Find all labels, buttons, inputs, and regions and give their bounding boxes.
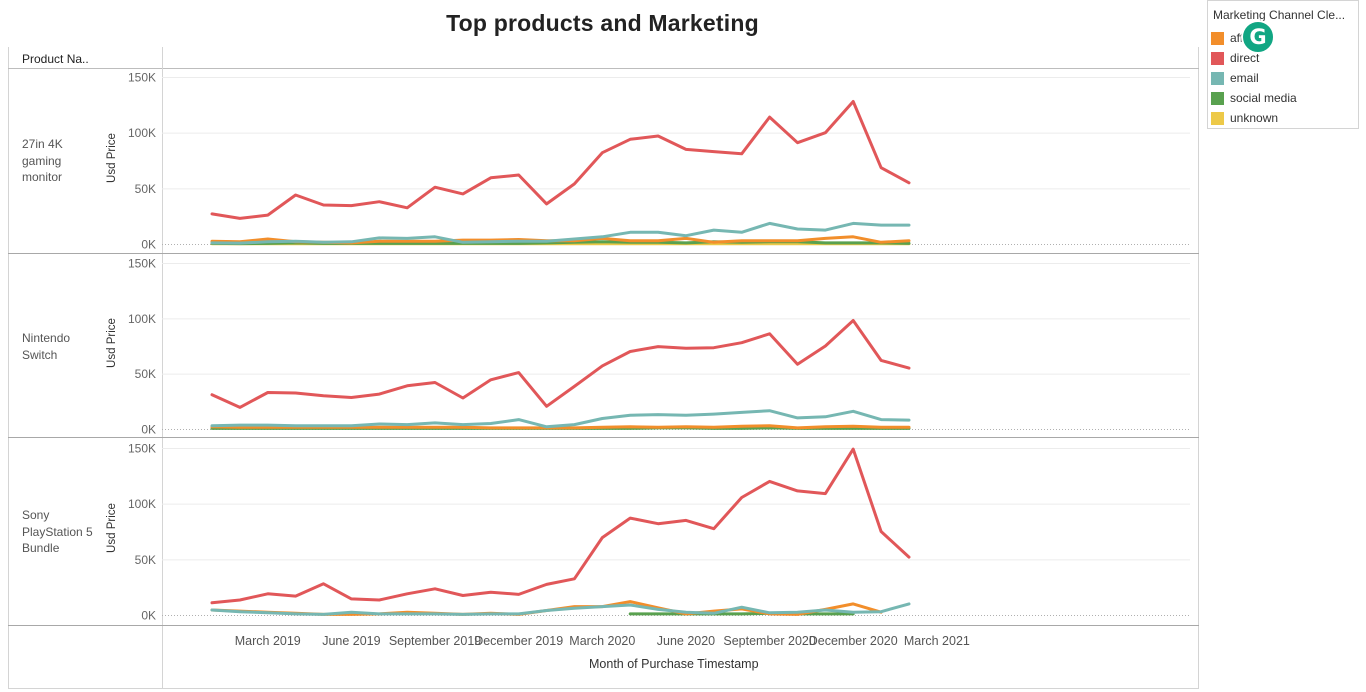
legend-label-unknown: unknown <box>1230 111 1279 125</box>
x-tick-label: September 2020 <box>723 634 815 648</box>
legend-label-email: email <box>1230 71 1259 85</box>
y-tick-label: 50K <box>135 553 156 567</box>
legend-title: Marketing Channel Cle... <box>1213 8 1346 22</box>
x-tick-label: December 2020 <box>809 634 898 648</box>
x-tick-label: December 2019 <box>474 634 563 648</box>
legend-item-unknown[interactable]: unknown <box>1211 110 1278 126</box>
facet-label-ps5-bundle: Sony PlayStation 5 Bundle <box>22 508 93 555</box>
legend-label-social-media: social media <box>1230 91 1297 105</box>
y-tick-label: 150K <box>128 71 156 85</box>
x-tick-label: September 2019 <box>389 634 481 648</box>
y-tick-label: 50K <box>135 367 156 381</box>
y-tick-label: 100K <box>128 126 156 140</box>
grammarly-icon[interactable]: G <box>1241 20 1275 54</box>
y-tick-label: 0K <box>141 609 156 623</box>
x-tick-label: March 2020 <box>569 634 635 648</box>
y-tick-label: 100K <box>128 497 156 511</box>
x-tick-label: June 2020 <box>657 634 715 648</box>
facet-label-nintendo-switch: Nintendo Switch <box>22 331 71 362</box>
y-tick-label: 0K <box>141 423 156 437</box>
series-line-direct-panel-2 <box>210 319 911 409</box>
y-tick-label: 0K <box>141 238 156 252</box>
series-line-email-panel-3 <box>210 602 911 616</box>
legend-item-social-media[interactable]: social media <box>1211 90 1297 106</box>
y-tick-label: 150K <box>128 257 156 271</box>
grammarly-glyph: G <box>1249 25 1267 49</box>
x-tick-label: March 2021 <box>904 634 970 648</box>
legend: Marketing Channel Cle... affiliate direc… <box>1207 0 1359 129</box>
series-line-affiliate-panel-2 <box>210 424 911 430</box>
legend-label-direct: direct <box>1230 51 1260 65</box>
x-tick-label: June 2019 <box>322 634 380 648</box>
legend-swatch-social-media <box>1211 91 1224 105</box>
series-line-email-panel-1 <box>210 221 911 245</box>
legend-swatch-email <box>1211 71 1224 85</box>
legend-swatch-unknown <box>1211 111 1224 125</box>
series-line-email-panel-2 <box>210 409 911 429</box>
row-header-label: Product Na.. <box>22 52 89 66</box>
series-line-direct-panel-1 <box>210 100 911 220</box>
series-line-social-media-panel-3 <box>628 611 855 616</box>
legend-swatch-direct <box>1211 51 1224 65</box>
viz-frame <box>8 47 1199 689</box>
series-line-direct-panel-3 <box>210 447 911 605</box>
x-axis-title: Month of Purchase Timestamp <box>589 657 759 671</box>
x-tick-label: March 2019 <box>235 634 301 648</box>
y-tick-label: 50K <box>135 182 156 196</box>
legend-item-email[interactable]: email <box>1211 70 1259 86</box>
y-tick-label: 100K <box>128 312 156 326</box>
chart-title: Top products and Marketing <box>446 10 759 36</box>
facet-label-27in-monitor: 27in 4K gaming monitor <box>22 137 63 184</box>
legend-item-direct[interactable]: direct <box>1211 50 1259 66</box>
y-tick-label: 150K <box>128 442 156 456</box>
legend-swatch-affiliate <box>1211 31 1224 45</box>
line-chart-plot: 0K 50K 100K 150K 0K 50K 100K 150K 0K 50K 100K 150K M… <box>8 47 1199 689</box>
